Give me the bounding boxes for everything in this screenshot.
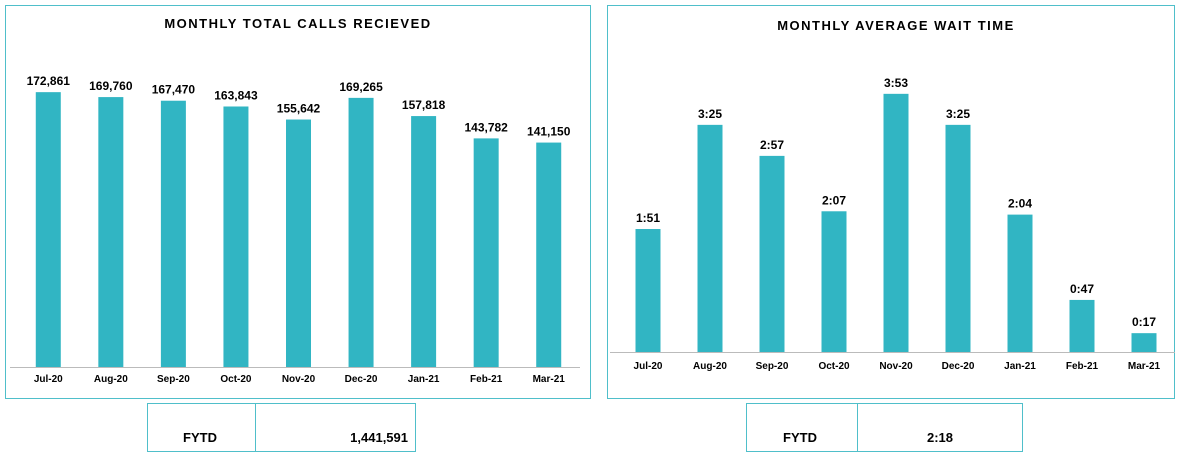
data-label: 169,265 bbox=[339, 80, 383, 94]
bar bbox=[348, 97, 374, 367]
bar bbox=[759, 155, 785, 352]
x-tick-label: Sep-20 bbox=[157, 374, 190, 385]
x-tick-label: Oct-20 bbox=[220, 374, 252, 385]
x-tick-label: Nov-20 bbox=[879, 361, 913, 372]
x-tick-label: Feb-21 bbox=[1066, 361, 1099, 372]
bar bbox=[473, 138, 499, 367]
bar bbox=[411, 116, 437, 367]
x-tick-label: Oct-20 bbox=[818, 361, 850, 372]
bar bbox=[945, 124, 971, 352]
bar bbox=[1007, 214, 1033, 352]
chart-title: MONTHLY AVERAGE WAIT TIME bbox=[777, 18, 1015, 33]
x-tick-label: Jul-20 bbox=[634, 361, 663, 372]
data-label: 3:53 bbox=[884, 76, 908, 90]
bar bbox=[223, 106, 249, 368]
bar bbox=[160, 100, 186, 367]
x-tick-label: Nov-20 bbox=[282, 374, 316, 385]
data-label: 143,782 bbox=[464, 120, 508, 134]
data-label: 3:25 bbox=[946, 107, 970, 121]
data-label: 172,861 bbox=[27, 74, 71, 88]
data-label: 2:04 bbox=[1008, 197, 1032, 211]
chart-frame bbox=[5, 5, 591, 399]
summary-value: 2:18 bbox=[927, 430, 953, 445]
data-label: 3:25 bbox=[698, 107, 722, 121]
x-tick-label: Jul-20 bbox=[34, 374, 63, 385]
bar bbox=[635, 229, 661, 352]
x-tick-label: Jan-21 bbox=[408, 374, 440, 385]
bar bbox=[98, 97, 124, 367]
x-tick-label: Dec-20 bbox=[942, 361, 975, 372]
bar bbox=[286, 119, 311, 367]
x-tick-label: Jan-21 bbox=[1004, 361, 1036, 372]
data-label: 163,843 bbox=[214, 88, 258, 102]
summary-table: FYTD 2:18 bbox=[746, 403, 1023, 452]
bar bbox=[821, 211, 847, 352]
x-tick-label: Aug-20 bbox=[693, 361, 727, 372]
chart-frame bbox=[607, 5, 1175, 399]
data-label: 167,470 bbox=[152, 83, 196, 97]
data-label: 0:17 bbox=[1132, 315, 1156, 329]
bar bbox=[1131, 333, 1157, 352]
data-label: 141,150 bbox=[527, 125, 571, 139]
summary-table: FYTD 1,441,591 bbox=[147, 403, 416, 452]
bar bbox=[536, 142, 562, 367]
summary-label: FYTD bbox=[183, 430, 217, 445]
x-tick-label: Aug-20 bbox=[94, 374, 128, 385]
x-tick-label: Sep-20 bbox=[756, 361, 789, 372]
bar bbox=[35, 92, 61, 368]
x-tick-label: Feb-21 bbox=[470, 374, 503, 385]
data-label: 1:51 bbox=[636, 211, 660, 225]
data-label: 0:47 bbox=[1070, 282, 1094, 296]
data-label: 155,642 bbox=[277, 102, 321, 116]
summary-label: FYTD bbox=[783, 430, 817, 445]
bar bbox=[1069, 299, 1095, 352]
bar bbox=[697, 124, 723, 352]
chart-title: MONTHLY TOTAL CALLS RECIEVED bbox=[164, 16, 431, 31]
x-tick-label: Dec-20 bbox=[345, 374, 378, 385]
x-tick-label: Mar-21 bbox=[533, 374, 566, 385]
bar bbox=[883, 93, 909, 352]
x-tick-label: Mar-21 bbox=[1128, 361, 1161, 372]
data-label: 2:57 bbox=[760, 138, 784, 152]
data-label: 2:07 bbox=[822, 193, 846, 207]
data-label: 169,760 bbox=[89, 79, 133, 93]
data-label: 157,818 bbox=[402, 98, 446, 112]
summary-value: 1,441,591 bbox=[350, 430, 408, 445]
